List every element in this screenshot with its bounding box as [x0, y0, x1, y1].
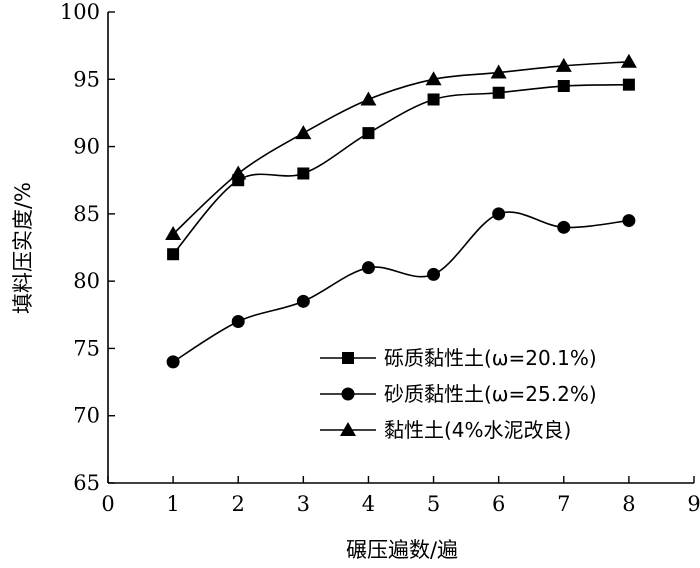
- data-point-circle: [231, 315, 245, 329]
- y-tick-label: 75: [73, 336, 100, 360]
- data-point-square: [557, 80, 570, 93]
- data-point-circle: [557, 220, 571, 234]
- data-point-square: [492, 86, 505, 99]
- y-axis-title: 填料压实度/%: [11, 182, 35, 314]
- data-point-triangle: [165, 226, 182, 241]
- y-tick-label: 80: [73, 269, 100, 293]
- data-point-circle: [296, 294, 310, 308]
- legend-label: 黏性土(4%水泥改良): [384, 418, 571, 442]
- y-tick-label: 100: [60, 0, 100, 24]
- series-square: [167, 78, 635, 261]
- series-circle: [166, 207, 636, 369]
- data-point-triangle: [360, 91, 377, 106]
- x-tick-label: 6: [492, 492, 505, 516]
- legend: 砾质黏性土(ω=20.1%) 砂质黏性土(ω=25.2%) 黏性土(4%水泥改良): [320, 346, 597, 442]
- data-point-square: [622, 78, 635, 91]
- y-tick-label: 90: [73, 135, 100, 159]
- legend-label: 砂质黏性土(ω=25.2%): [384, 382, 597, 406]
- x-tick-label: 2: [232, 492, 245, 516]
- legend-label: 砾质黏性土(ω=20.1%): [384, 346, 597, 370]
- data-point-triangle: [490, 64, 507, 79]
- y-tick-label: 95: [73, 67, 100, 91]
- series-layer: [165, 53, 637, 369]
- legend-marker-triangle: [340, 422, 356, 436]
- data-point-square: [427, 93, 440, 106]
- data-point-circle: [166, 355, 180, 369]
- data-point-triangle: [620, 53, 637, 68]
- data-point-circle: [427, 267, 441, 281]
- data-point-triangle: [295, 125, 312, 140]
- x-axis-title: 碾压遍数/遍: [346, 538, 458, 562]
- x-tick-label: 8: [622, 492, 635, 516]
- legend-marker-square: [342, 352, 354, 364]
- data-point-square: [362, 127, 375, 140]
- data-point-square: [167, 248, 180, 261]
- legend-item-square: 砾质黏性土(ω=20.1%): [320, 346, 597, 370]
- axes: 0 1 2 3 4 5 6 7 8 9 65 70 75 80 85 90 95 100: [60, 0, 700, 516]
- data-point-circle: [361, 261, 375, 275]
- x-tick-label: 3: [297, 492, 310, 516]
- x-tick-label: 1: [166, 492, 179, 516]
- legend-item-triangle: 黏性土(4%水泥改良): [320, 418, 571, 442]
- legend-marker-circle: [341, 387, 355, 401]
- data-point-triangle: [555, 57, 572, 72]
- x-tick-label: 5: [427, 492, 440, 516]
- series-line-circle: [172, 211, 629, 363]
- x-tick-label: 4: [362, 492, 375, 516]
- y-tick-label: 65: [73, 471, 100, 495]
- series-triangle: [165, 53, 637, 241]
- x-tick-label: 0: [101, 492, 114, 516]
- legend-item-circle: 砂质黏性土(ω=25.2%): [320, 382, 597, 406]
- y-tick-label: 70: [73, 404, 100, 428]
- x-tick-label: 7: [557, 492, 570, 516]
- data-point-circle: [622, 214, 636, 228]
- data-point-triangle: [230, 165, 247, 180]
- data-point-triangle: [425, 71, 442, 86]
- x-tick-label: 9: [687, 492, 700, 516]
- y-tick-label: 85: [73, 202, 100, 226]
- data-point-circle: [492, 207, 506, 221]
- data-point-square: [297, 167, 310, 180]
